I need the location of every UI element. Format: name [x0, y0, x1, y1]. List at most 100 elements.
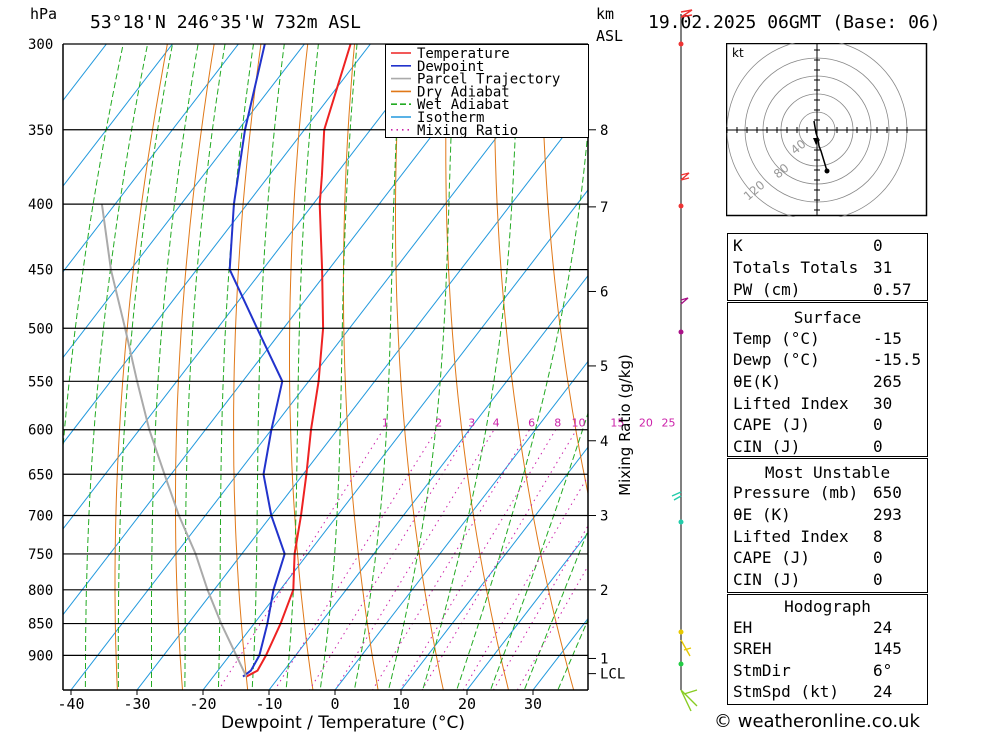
surface-li-label: Lifted Index — [733, 394, 849, 413]
wet-adiabat-line — [422, 44, 520, 690]
isotherm-line — [0, 0, 119, 714]
pressure-tick-label: 550 — [28, 374, 53, 390]
surface-li-value: 30 — [873, 394, 893, 413]
wind-level-dot — [678, 203, 684, 209]
wind-level-dot — [678, 661, 684, 667]
mu-cin-label: CIN (J) — [733, 570, 801, 589]
mixing-ratio-label: 20 — [639, 417, 653, 430]
mixing-ratio-axis-label: Mixing Ratio (g/kg) — [616, 354, 634, 496]
wet-adiabat-line — [581, 0, 721, 714]
mixing-ratio-line — [421, 429, 577, 690]
mu-li-value: 8 — [873, 527, 883, 546]
hodograph-end-dot — [824, 168, 830, 174]
wet-adiabat-line — [285, 44, 319, 690]
skewt-chart: 1 2 3 4 6 8 10 15 20 2530035040045050055060065070… — [0, 0, 721, 733]
km-tick-label: 1 — [600, 651, 608, 667]
km-tick-label: 3 — [600, 509, 608, 525]
stmdir-label: StmDir — [733, 661, 791, 680]
km-tick-label: LCL — [600, 667, 625, 683]
mixing-ratio-line — [371, 429, 531, 690]
hodograph-params-table: Hodograph EH 24 SREH 145 StmDir 6° StmSpd (… — [727, 594, 928, 705]
pressure-tick-label: 700 — [28, 509, 53, 525]
legend-item-label: Temperature — [417, 46, 510, 62]
surface-dewp-label: Dewp (°C) — [733, 350, 820, 369]
isotherm-line — [63, 44, 240, 273]
mu-theta-e-label: θE (K) — [733, 505, 791, 524]
mixing-ratio-label: 8 — [554, 417, 561, 430]
wind-barb — [680, 9, 693, 18]
surface-cape-value: 0 — [873, 415, 883, 434]
temperature-tick-label: -40 — [57, 695, 84, 713]
mu-pressure-label: Pressure (mb) — [733, 483, 859, 502]
surface-cape-label: CAPE (J) — [733, 415, 811, 434]
mixing-ratio-label: 2 — [435, 417, 442, 430]
km-tick-label: 7 — [600, 200, 608, 216]
wet-adiabat-line — [184, 44, 226, 690]
km-tick-label: 2 — [600, 583, 608, 599]
surface-cin-value: 0 — [873, 437, 883, 456]
km-unit-label: km — [596, 5, 615, 23]
legend-item-label: Dewpoint — [417, 59, 484, 75]
legend-item-label: Mixing Ratio — [417, 123, 518, 139]
mu-cape-label: CAPE (J) — [733, 548, 811, 567]
hodograph-trace — [813, 120, 828, 172]
temperature-tick-label: -30 — [123, 695, 150, 713]
surface-dewp-value: -15.5 — [873, 350, 922, 369]
eh-value: 24 — [873, 618, 893, 637]
pressure-tick-label: 500 — [28, 321, 53, 337]
mu-cape-value: 0 — [873, 548, 883, 567]
temperature-tick-label: 10 — [392, 695, 410, 713]
pressure-tick-label: 300 — [28, 37, 53, 53]
dry-adiabat-line — [114, 44, 168, 690]
pressure-tick-label: 400 — [28, 197, 53, 213]
temperature-tick-label: -20 — [189, 695, 216, 713]
temperature-tick-label: 30 — [524, 695, 542, 713]
wind-level-dot — [678, 629, 684, 635]
isotherm-line — [334, 360, 588, 690]
dry-adiabat-line — [445, 44, 510, 690]
footer-credit[interactable]: © weatheronline.co.uk — [714, 711, 920, 732]
wet-adiabat-line — [353, 44, 403, 690]
mixing-ratio-line — [462, 475, 588, 690]
wind-level-dot — [678, 329, 684, 335]
mixing-ratio-line — [274, 429, 438, 690]
stmdir-value: 6° — [873, 661, 893, 680]
pressure-tick-label: 900 — [28, 648, 53, 664]
wind-barb — [680, 172, 690, 181]
km-tick-label: 5 — [600, 359, 608, 375]
surface-theta-e-label: θE(K) — [733, 372, 782, 391]
mixing-ratio-label: 4 — [493, 417, 500, 430]
hpa-unit-label: hPa — [30, 5, 58, 23]
km-tick-label: 4 — [600, 434, 608, 450]
isotherm-line — [647, 0, 720, 714]
hodograph-unit: kt — [732, 46, 744, 60]
wet-adiabat-line — [387, 44, 456, 690]
location-title: 53°18'N 246°35'W 732m ASL — [90, 12, 361, 33]
dry-adiabat-line — [541, 44, 588, 496]
k-index-value: 0 — [873, 236, 883, 255]
legend-item-label: Wet Adiabat — [417, 97, 510, 113]
mixing-ratio-label: 25 — [662, 417, 676, 430]
legend-item-label: Isotherm — [417, 110, 484, 126]
isotherm-line — [63, 44, 174, 187]
surface-temp-value: -15 — [873, 329, 902, 348]
stmspd-label: StmSpd (kt) — [733, 682, 839, 701]
pressure-tick-label: 350 — [28, 123, 53, 139]
pressure-tick-label: 450 — [28, 263, 53, 279]
mixing-ratio-line — [399, 429, 557, 690]
dry-adiabat-line — [233, 44, 262, 690]
wind-level-dot — [678, 41, 684, 47]
mu-pressure-value: 650 — [873, 483, 902, 502]
temperature-profile — [245, 44, 352, 678]
wet-adiabat-line — [456, 125, 588, 690]
surface-temp-label: Temp (°C) — [733, 329, 820, 348]
mu-cin-value: 0 — [873, 570, 883, 589]
dry-adiabat-line — [493, 44, 575, 690]
dry-adiabat-line — [676, 0, 720, 714]
pressure-tick-label: 850 — [28, 617, 53, 633]
wet-adiabat-line — [251, 44, 285, 690]
temperature-tick-label: -10 — [255, 695, 282, 713]
surface-theta-e-value: 265 — [873, 372, 902, 391]
